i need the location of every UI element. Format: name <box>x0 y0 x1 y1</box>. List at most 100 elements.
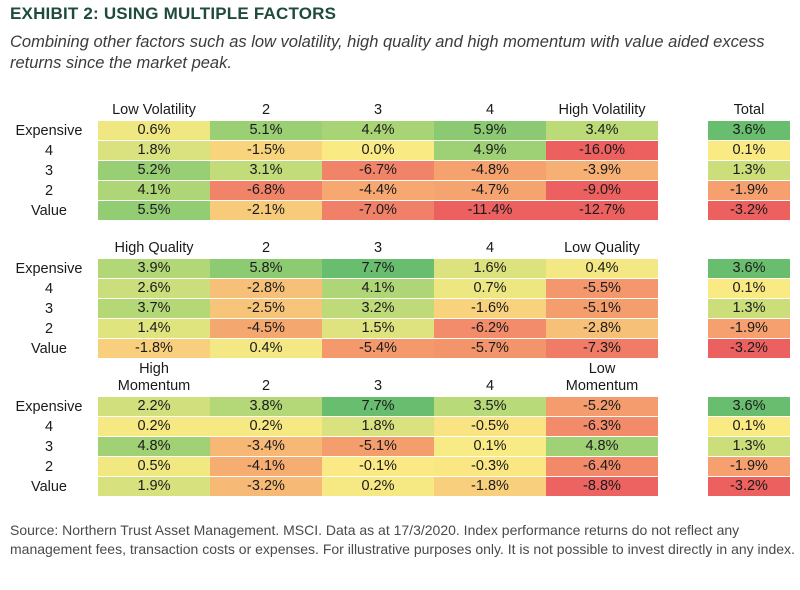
heatmap-cell: 4.9% <box>434 141 546 160</box>
row-label-4: 4 <box>44 143 54 159</box>
heatmap-cell: 3.4% <box>546 121 658 140</box>
row-label-3: 3 <box>44 301 54 317</box>
column-header-high-volatility: High Volatility <box>558 102 646 118</box>
heatmap-cell: -4.7% <box>434 181 546 200</box>
heatmap-cell: -3.9% <box>546 161 658 180</box>
heatmap-cell: 0.2% <box>322 477 434 496</box>
heatmap-cell: 1.8% <box>322 417 434 436</box>
column-header-high-momentum: High Momentum <box>117 361 191 394</box>
heatmap-cell: -9.0% <box>546 181 658 200</box>
row-label-3: 3 <box>44 439 54 455</box>
heatmap-cell: 4.1% <box>322 279 434 298</box>
total-cell: 1.3% <box>708 437 790 456</box>
column-header-total: Total <box>733 102 765 118</box>
heatmap-cell: -5.5% <box>546 279 658 298</box>
heatmap-cell: -0.5% <box>434 417 546 436</box>
heatmap-cell: -6.4% <box>546 457 658 476</box>
column-header-2: 2 <box>261 102 271 118</box>
row-label-expensive: Expensive <box>15 123 83 139</box>
heatmap-cell: 5.9% <box>434 121 546 140</box>
heatmap-cell: -5.1% <box>322 437 434 456</box>
total-cell: 0.1% <box>708 279 790 298</box>
row-label-2: 2 <box>44 321 54 337</box>
heatmap-cell: 1.5% <box>322 319 434 338</box>
heatmap-cell: -5.4% <box>322 339 434 358</box>
heatmap-cell: 1.8% <box>98 141 210 160</box>
heatmap-cell: 0.2% <box>210 417 322 436</box>
heatmap-cell: -0.3% <box>434 457 546 476</box>
total-cell: -1.9% <box>708 319 790 338</box>
heatmap-cell: -4.5% <box>210 319 322 338</box>
exhibit-subtitle: Combining other factors such as low vola… <box>10 33 765 72</box>
total-cell: 0.1% <box>708 141 790 160</box>
heatmap-cell: 0.5% <box>98 457 210 476</box>
row-label-expensive: Expensive <box>15 399 83 415</box>
heatmap-cell: 3.1% <box>210 161 322 180</box>
heatmap-cell: 7.7% <box>322 259 434 278</box>
heatmap-cell: -1.8% <box>434 477 546 496</box>
heatmap-cell: -5.7% <box>434 339 546 358</box>
heatmap-cell: 0.2% <box>98 417 210 436</box>
heatmap-cell: 5.1% <box>210 121 322 140</box>
row-label-value: Value <box>30 341 67 357</box>
heatmap-cell: -5.1% <box>546 299 658 318</box>
column-header-low-volatility: Low Volatility <box>112 102 196 118</box>
heatmap-cell: -3.4% <box>210 437 322 456</box>
heatmap-cell: -4.1% <box>210 457 322 476</box>
exhibit-title: EXHIBIT 2: USING MULTIPLE FACTORS <box>10 4 337 23</box>
heatmap-cell: -3.2% <box>210 477 322 496</box>
row-label-value: Value <box>30 203 67 219</box>
heatmap-cell: 5.8% <box>210 259 322 278</box>
column-header-low-quality: Low Quality <box>564 240 640 256</box>
heatmap-cell: -7.0% <box>322 201 434 220</box>
column-header-low-momentum: Low Momentum <box>565 361 639 394</box>
heatmap-cell: 4.8% <box>98 437 210 456</box>
heatmap-cell: -6.2% <box>434 319 546 338</box>
heatmap-cell: 0.7% <box>434 279 546 298</box>
column-header-3: 3 <box>373 240 383 256</box>
heatmap-cell: -2.1% <box>210 201 322 220</box>
heatmap-cell: -7.3% <box>546 339 658 358</box>
total-cell: 1.3% <box>708 161 790 180</box>
heatmap-cell: -11.4% <box>434 201 546 220</box>
column-header-2: 2 <box>261 378 271 394</box>
column-header-2: 2 <box>261 240 271 256</box>
heatmap-cell: -0.1% <box>322 457 434 476</box>
heatmap-cell: -12.7% <box>546 201 658 220</box>
heatmap-cell: 4.4% <box>322 121 434 140</box>
heatmap-cell: -6.7% <box>322 161 434 180</box>
heatmap-cell: -1.5% <box>210 141 322 160</box>
row-label-4: 4 <box>44 281 54 297</box>
source-footnote: Source: Northern Trust Asset Management.… <box>10 522 795 557</box>
heatmap-cell: 0.1% <box>434 437 546 456</box>
heatmap-cell: 1.6% <box>434 259 546 278</box>
total-cell: -3.2% <box>708 477 790 496</box>
column-header-4: 4 <box>485 240 495 256</box>
heatmap-cell: 3.5% <box>434 397 546 416</box>
total-cell: -1.9% <box>708 181 790 200</box>
heatmap-cell: -16.0% <box>546 141 658 160</box>
heatmap-cell: 5.2% <box>98 161 210 180</box>
total-cell: 0.1% <box>708 417 790 436</box>
heatmap-cell: -4.4% <box>322 181 434 200</box>
row-label-3: 3 <box>44 163 54 179</box>
heatmap-cell: 0.0% <box>322 141 434 160</box>
total-cell: -3.2% <box>708 201 790 220</box>
heatmap-cell: 3.2% <box>322 299 434 318</box>
column-header-4: 4 <box>485 378 495 394</box>
heatmap-cell: -2.5% <box>210 299 322 318</box>
heatmap-cell: 4.8% <box>546 437 658 456</box>
heatmap-cell: 1.4% <box>98 319 210 338</box>
heatmap-cell: -1.6% <box>434 299 546 318</box>
row-label-value: Value <box>30 479 67 495</box>
heatmap-cell: -6.8% <box>210 181 322 200</box>
heatmap-cell: 2.2% <box>98 397 210 416</box>
heatmap-cell: 0.4% <box>546 259 658 278</box>
heatmap-cell: 4.1% <box>98 181 210 200</box>
heatmap-cell: 1.9% <box>98 477 210 496</box>
total-cell: -3.2% <box>708 339 790 358</box>
heatmap-cell: -4.8% <box>434 161 546 180</box>
column-header-4: 4 <box>485 102 495 118</box>
total-cell: 3.6% <box>708 259 790 278</box>
total-cell: 3.6% <box>708 121 790 140</box>
